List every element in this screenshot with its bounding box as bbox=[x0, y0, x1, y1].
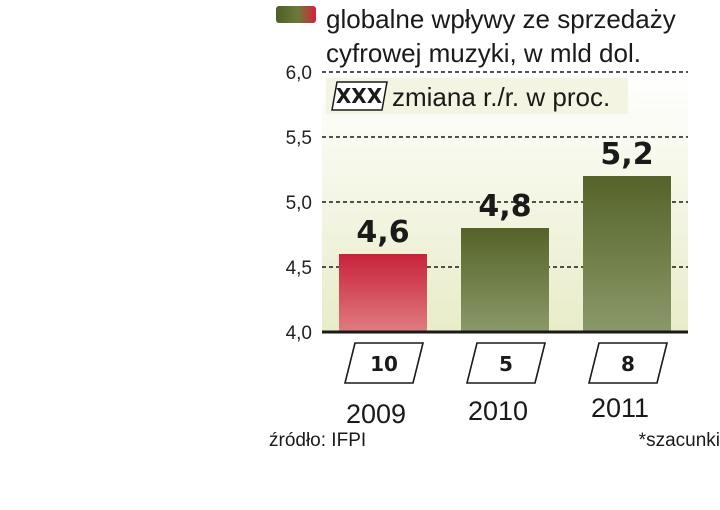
value-label: 4,8 bbox=[478, 189, 531, 224]
value-label: 5,2 bbox=[600, 137, 653, 172]
y-tick-label: 4,0 bbox=[286, 323, 312, 344]
y-tick-label: 4,5 bbox=[286, 258, 312, 279]
x-tick-label: 2010 bbox=[468, 396, 528, 426]
bar-2011 bbox=[583, 176, 671, 332]
yoy-change-box bbox=[465, 342, 547, 384]
bar-2009 bbox=[339, 254, 427, 332]
yoy-change-label: 8 bbox=[621, 352, 635, 376]
y-tick-label: 5,5 bbox=[286, 128, 312, 149]
change-legend-text: zmiana r./r. w proc. bbox=[392, 82, 610, 112]
change-legend-marker bbox=[331, 81, 388, 111]
y-tick-label: 6,0 bbox=[286, 63, 312, 84]
yoy-change-label: 5 bbox=[499, 352, 513, 376]
yoy-change-labels: 10 5 8 bbox=[343, 342, 669, 384]
x-tick-label: 2009 bbox=[346, 399, 406, 429]
y-tick-label: 5,0 bbox=[286, 193, 312, 214]
yoy-change-box bbox=[587, 342, 669, 384]
source-note: źródło: IFPI bbox=[269, 430, 366, 451]
chart-title-line-1: globalne wpływy ze sprzedaży bbox=[326, 4, 676, 34]
y-axis-ticks: 4,0 4,5 5,0 5,5 6,0 bbox=[286, 63, 312, 344]
yoy-change-box bbox=[343, 342, 425, 384]
x-axis-year-labels: 2009 2010 2011 bbox=[346, 393, 649, 429]
legend-swatch bbox=[276, 6, 316, 23]
change-legend-marker-label: XXX bbox=[336, 84, 383, 108]
yoy-change-label: 10 bbox=[370, 352, 398, 376]
value-label: 4,6 bbox=[356, 215, 409, 250]
bars: 4,6 4,8 5,2 bbox=[339, 137, 671, 332]
bar-2010 bbox=[461, 228, 549, 332]
chart-title-line-2: cyfrowej muzyki, w mld dol. bbox=[326, 38, 641, 68]
estimate-note: *szacunki bbox=[639, 430, 720, 451]
x-tick-label: 2011 bbox=[591, 393, 649, 423]
